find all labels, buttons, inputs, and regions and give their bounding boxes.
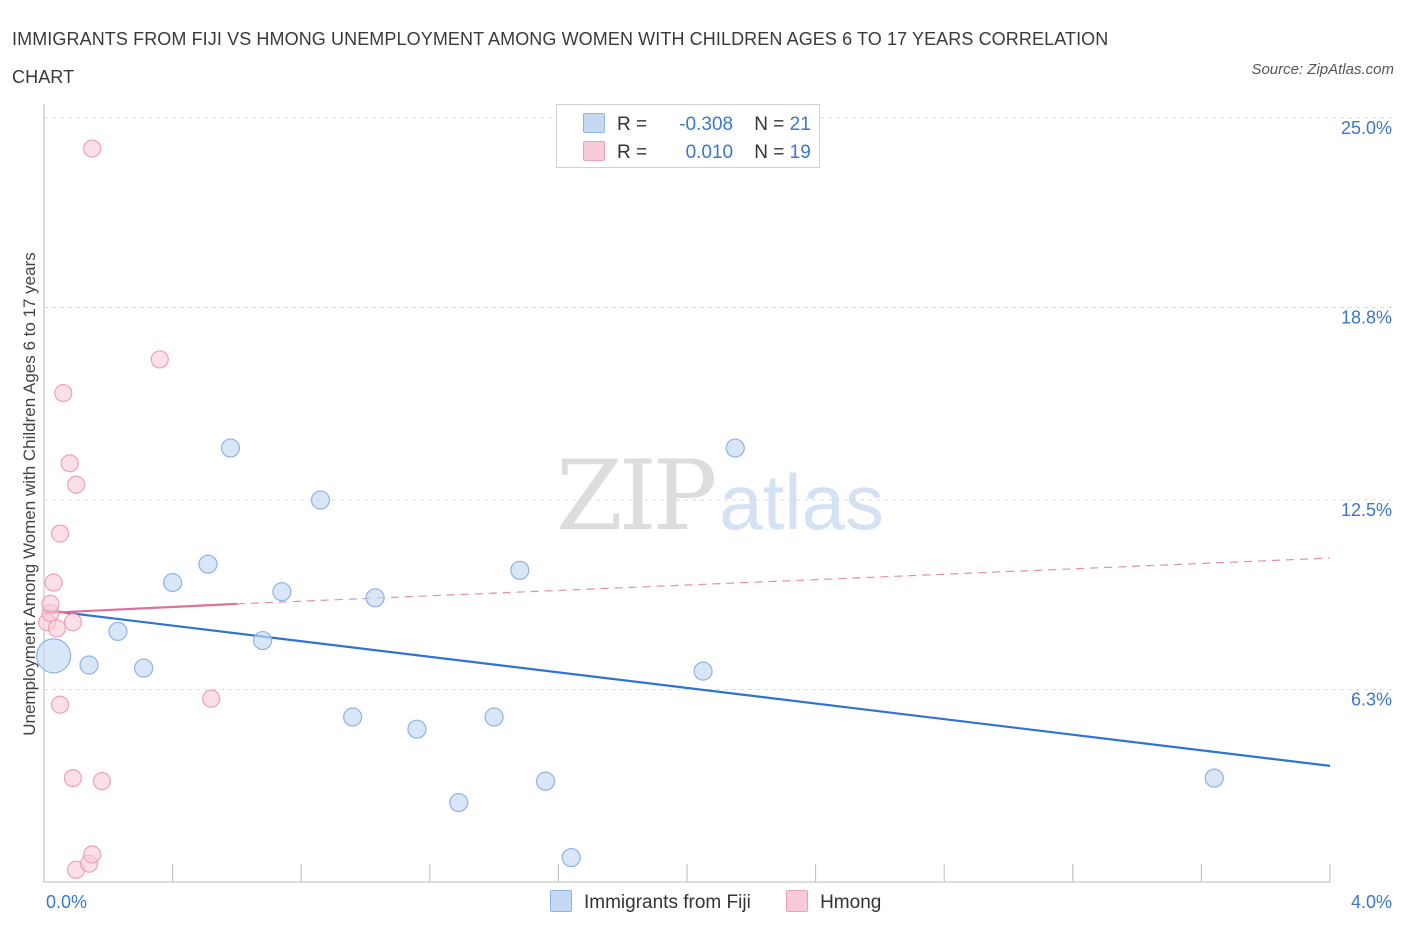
hmong-data-point	[150, 350, 169, 369]
hmong-data-point	[202, 689, 221, 708]
hmong-data-point	[47, 619, 66, 638]
fiji-data-point	[36, 638, 72, 674]
axes	[43, 104, 1331, 883]
watermark: ZIPatlas	[556, 440, 884, 552]
fiji-data-point	[198, 554, 218, 574]
series-legend: Immigrants from Fiji Hmong	[550, 890, 911, 914]
fiji-data-point	[725, 438, 745, 458]
fiji-r-value: -0.308	[679, 114, 734, 135]
hmong-data-point	[54, 383, 73, 403]
hmong-legend-label: Hmong	[820, 892, 882, 913]
fiji-legend-label: Immigrants from Fiji	[584, 892, 751, 913]
legend-row-hmong: R = 0.010 N = 19	[583, 141, 811, 165]
chart-title: IMMIGRANTS FROM FIJI VS HMONG UNEMPLOYME…	[12, 29, 1109, 87]
hmong-data-point	[83, 845, 102, 864]
y-tick-label: 18.8%	[1341, 307, 1392, 327]
fiji-data-point	[365, 588, 385, 608]
hmong-r-label: R =	[617, 142, 648, 163]
hmong-n-label: N =	[754, 142, 785, 163]
fiji-data-point	[343, 707, 363, 727]
x-tick-label-min: 0.0%	[46, 892, 87, 912]
fiji-data-point	[272, 582, 292, 602]
fiji-data-point	[253, 630, 273, 651]
hmong-n-value: 19	[789, 142, 811, 163]
fiji-data-point	[220, 438, 241, 458]
fiji-data-point	[484, 707, 504, 727]
hmong-data-point	[60, 454, 79, 473]
hmong-data-point	[41, 594, 60, 614]
hmong-data-point	[50, 695, 70, 714]
hmong-data-point	[67, 475, 86, 494]
y-tick-label: 12.5%	[1341, 500, 1392, 520]
hmong-data-point	[44, 573, 63, 592]
y-tick-label: 25.0%	[1341, 118, 1392, 138]
hmong-swatch	[583, 141, 605, 161]
fiji-data-point	[693, 661, 713, 681]
hmong-data-point	[50, 524, 70, 543]
fiji-n-label: N =	[754, 114, 785, 135]
watermark-atlas: atlas	[719, 458, 884, 546]
fiji-trend-line	[43, 608, 1331, 767]
fiji-data-point	[134, 658, 154, 678]
fiji-data-point	[1204, 768, 1224, 788]
fiji-data-point	[407, 719, 427, 739]
fiji-data-point	[79, 655, 99, 675]
hmong-data-point	[63, 768, 83, 788]
hmong-r-value: 0.010	[685, 142, 734, 163]
y-tick-label: 6.3%	[1351, 689, 1392, 709]
fiji-swatch	[583, 113, 605, 133]
hmong-data-point	[92, 772, 111, 791]
hmong-data-point	[63, 613, 83, 632]
data-points	[36, 139, 1224, 879]
fiji-data-point	[510, 560, 530, 580]
fiji-data-point	[310, 490, 331, 510]
legend-row-fiji: R = -0.308 N = 21	[583, 113, 811, 137]
hmong-trend-line	[43, 602, 237, 615]
fiji-data-point	[535, 771, 556, 791]
hmong-data-point	[83, 139, 102, 158]
trend-lines	[43, 557, 1331, 767]
hmong-legend-swatch	[786, 890, 809, 912]
fiji-data-point	[449, 792, 469, 813]
tick-labels: 6.3% 12.5% 18.8% 25.0% 0.0% 4.0%	[46, 118, 1392, 912]
stats-legend: R = -0.308 N = 21 R = 0.010 N = 19	[556, 104, 820, 168]
fiji-r-label: R =	[617, 114, 648, 135]
legend-item-hmong: Hmong	[786, 890, 881, 914]
fiji-data-point	[561, 847, 581, 868]
legend-item-fiji: Immigrants from Fiji	[550, 890, 751, 914]
grid-lines	[44, 117, 1392, 690]
x-tick-label-max: 4.0%	[1351, 892, 1392, 912]
watermark-zip: ZIP	[556, 440, 717, 552]
fiji-data-point	[163, 572, 183, 593]
fiji-n-value: 21	[789, 114, 811, 135]
source-credit: Source: ZipAtlas.com	[1251, 61, 1394, 78]
fiji-legend-swatch	[550, 890, 572, 912]
hmong-trend-line-extended	[236, 557, 1331, 605]
fiji-data-point	[108, 621, 128, 642]
